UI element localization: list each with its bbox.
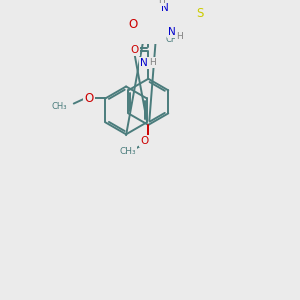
Text: CH₃: CH₃ <box>165 35 181 44</box>
Text: H: H <box>176 32 182 41</box>
Text: CH₃: CH₃ <box>51 102 67 111</box>
Text: O: O <box>128 18 137 31</box>
Text: O: O <box>140 136 148 146</box>
Text: CH₃: CH₃ <box>119 147 136 156</box>
Text: N: N <box>140 58 148 68</box>
Text: H: H <box>159 0 165 5</box>
Text: O: O <box>85 92 94 105</box>
Text: H: H <box>149 58 156 67</box>
Text: N: N <box>161 3 169 13</box>
Text: O: O <box>130 45 139 55</box>
Text: N: N <box>168 27 176 37</box>
Text: S: S <box>196 7 203 20</box>
